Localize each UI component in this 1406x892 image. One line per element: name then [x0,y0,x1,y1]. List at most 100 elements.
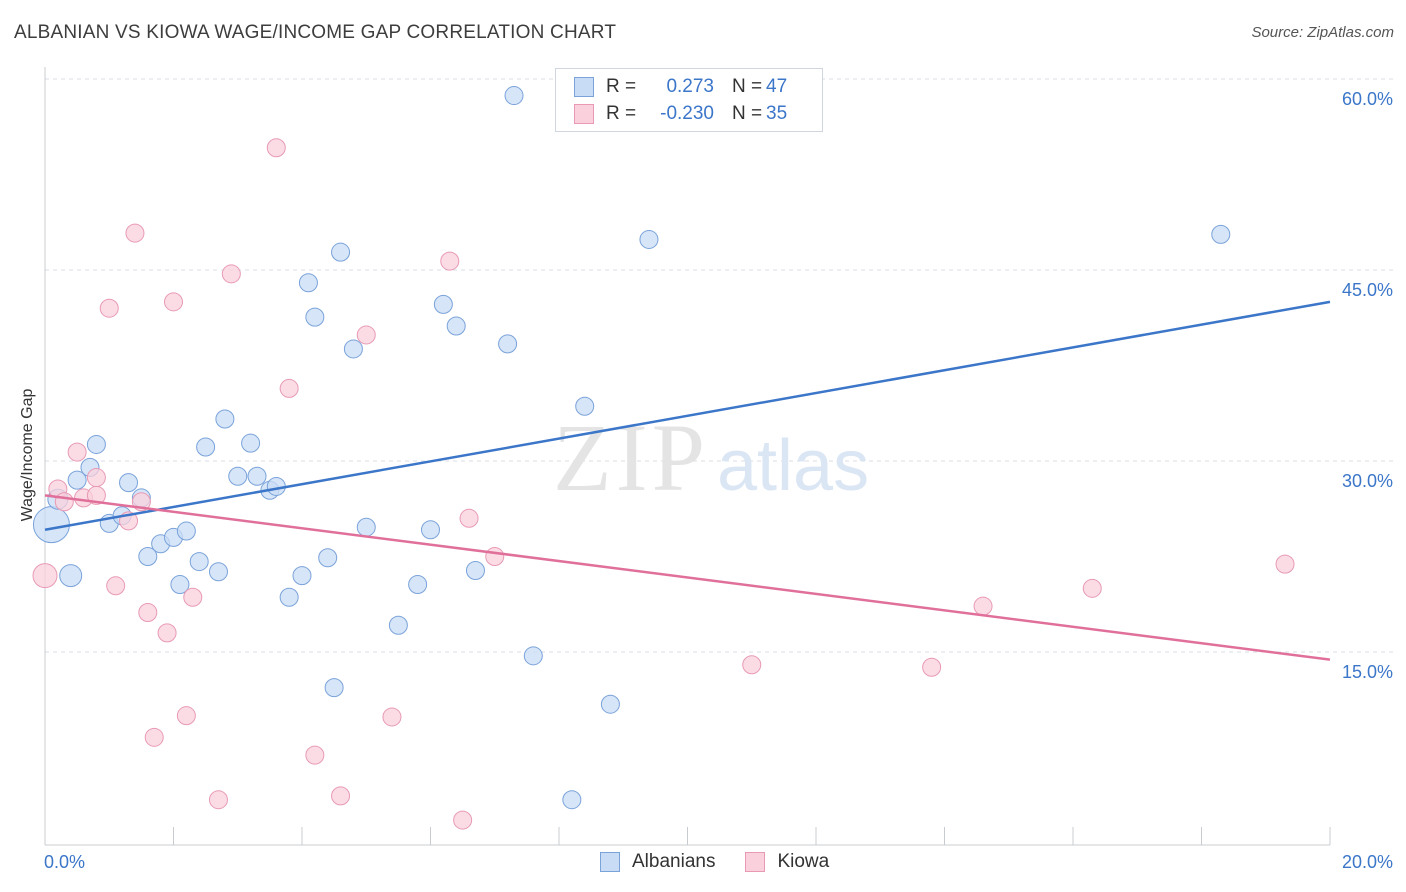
data-point [305,307,325,327]
data-point [973,596,993,616]
watermark: ZIP atlas [553,404,869,511]
data-point [498,334,518,354]
data-point [742,655,762,675]
y-tick-label: 45.0% [1342,280,1393,300]
data-point [382,707,402,727]
data-point [324,678,344,698]
y-tick-label: 60.0% [1342,89,1393,109]
data-point [453,810,473,830]
data-point [331,786,351,806]
data-point [67,470,87,490]
data-point [183,587,203,607]
data-point [164,292,183,312]
data-point [305,745,325,765]
data-point [298,273,318,293]
data-point [465,561,485,581]
data-point [106,576,126,596]
data-point [170,575,190,595]
albanians-swatch [574,77,594,97]
data-point [99,298,119,318]
data-point [922,657,942,677]
data-point [266,138,286,158]
data-point [575,396,595,416]
data-point [421,520,440,540]
data-point [1275,554,1295,574]
trend-lines [44,300,1331,661]
data-point [523,646,543,666]
data-point [67,442,87,462]
legend-row-kiowa: R = -0.230 N = 35 [574,102,787,126]
data-point [356,517,376,537]
data-point [32,563,58,589]
n-label: N = [732,76,763,97]
y-tick-labels: 15.0% 30.0% 45.0% 60.0% [1342,89,1393,682]
watermark-atlas: atlas [717,426,869,506]
data-point [440,251,460,271]
axes [44,67,1331,846]
x-tick-max: 20.0% [1341,852,1393,872]
data-point [119,473,139,493]
legend-item-albanians[interactable]: Albanians [600,851,715,873]
data-point [318,548,338,568]
legend-label-albanians: Albanians [632,851,716,872]
data-point [221,264,241,284]
data-point [59,564,83,588]
r-value: -0.230 [660,103,714,124]
y-tick-label: 30.0% [1342,471,1393,491]
data-point [485,547,505,566]
data-point [433,294,453,314]
data-point [208,790,228,810]
data-point [241,433,261,453]
data-point [1211,224,1231,244]
data-point [562,790,582,810]
data-point [292,566,312,586]
data-point [138,547,158,566]
data-point [446,316,466,336]
data-point [228,466,248,486]
y-tick-label: 15.0% [1342,662,1393,682]
n-value: 47 [766,76,788,97]
data-point [600,694,620,714]
data-point [176,706,196,726]
data-point [247,466,267,486]
data-point [504,86,524,106]
r-label: R = [606,76,637,97]
data-point [144,727,164,747]
kiowa-points [32,138,1295,830]
data-point [54,492,74,512]
data-point [279,378,299,398]
data-point [196,437,216,457]
legend-item-kiowa[interactable]: Kiowa [745,851,829,873]
data-point [279,587,299,607]
albanians-swatch [600,852,620,872]
data-point [86,434,106,454]
data-point [208,562,228,582]
data-point [388,615,408,635]
albanians-trend-line [44,300,1331,531]
data-point [32,506,70,544]
stats-legend: R = 0.273 N = 47 R = -0.230 N = 35 [555,68,823,132]
kiowa-trend-line [44,494,1331,661]
data-point [343,339,363,359]
data-point [639,229,659,249]
data-point [86,468,106,488]
chart-title: ALBANIAN VS KIOWA WAGE/INCOME GAP CORREL… [14,22,617,43]
kiowa-swatch [574,104,594,124]
data-point [189,552,209,572]
x-tick-min: 0.0% [44,852,86,872]
data-point [356,325,376,345]
legend-label-kiowa: Kiowa [777,851,830,872]
kiowa-swatch [745,852,766,872]
series-legend: Albanians Kiowa [600,851,859,873]
data-point [408,575,428,595]
r-label: R = [606,103,637,124]
watermark-zip: ZIP [553,404,709,511]
data-point [215,409,235,429]
grid-lines [45,78,1395,653]
source-label: Source: ZipAtlas.com [1251,24,1394,41]
data-point [1082,578,1102,598]
r-value: 0.273 [666,76,714,97]
data-point [125,223,145,243]
data-point [459,508,479,528]
